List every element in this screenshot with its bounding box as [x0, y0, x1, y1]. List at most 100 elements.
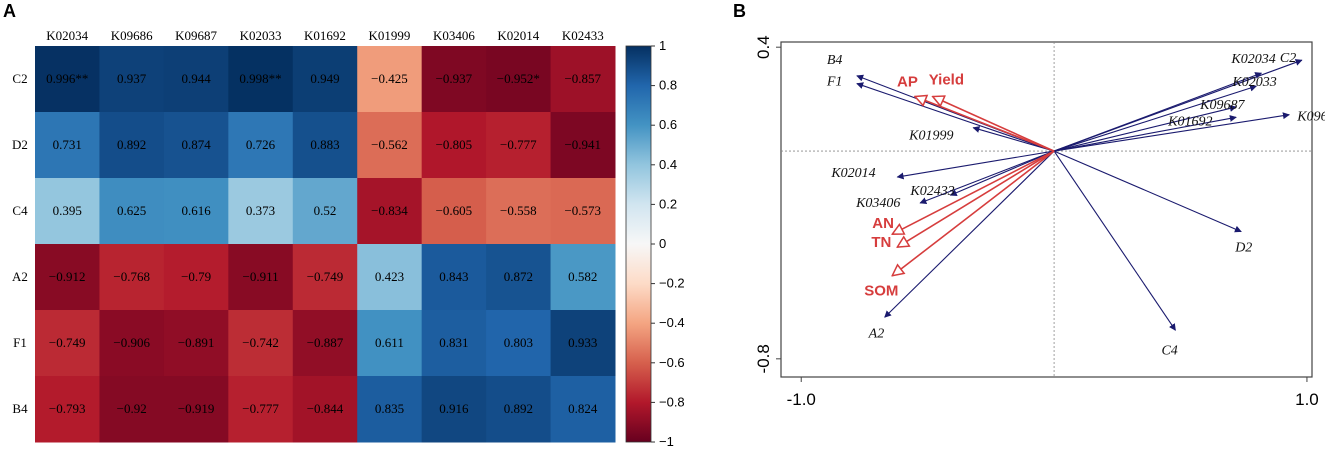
cell-value-label: −0.937 [436, 71, 473, 86]
env-arrow-yield [933, 97, 1055, 152]
cell-value-label: −0.573 [564, 203, 601, 218]
cell-value-label: −0.919 [178, 401, 215, 416]
column-label: K09686 [111, 28, 153, 43]
cell-value-label: −0.906 [113, 335, 150, 350]
arrow-k02034 [1053, 72, 1263, 152]
panel-label-a: A [3, 1, 16, 21]
cell-value-label: 0.933 [568, 335, 597, 350]
heatmap-cell [35, 310, 100, 377]
cell-value-label: 0.892 [117, 137, 146, 152]
heatmap-cell [421, 310, 487, 377]
colorbar-tick-label: 0.2 [659, 196, 677, 211]
biplot-label-k02014: K02014 [830, 166, 875, 181]
cell-value-label: 0.998** [239, 71, 281, 86]
cell-value-label: −0.425 [371, 71, 408, 86]
colorbar-tick-label: 0.8 [659, 78, 677, 93]
heatmap-cell [486, 310, 552, 377]
arrow-k09686 [1054, 112, 1290, 152]
cell-value-label: −0.562 [371, 137, 408, 152]
heatmap-cell [99, 112, 165, 179]
biplot-label-k01999: K01999 [908, 129, 953, 144]
biplot-label-k01692: K01692 [1167, 114, 1212, 129]
heatmap-cell [163, 244, 229, 311]
column-label: K03406 [433, 28, 475, 43]
heatmap-cell [486, 112, 552, 179]
colorbar-tick-label: 0 [659, 236, 666, 251]
cell-value-label: −0.749 [49, 335, 86, 350]
cell-value-label: 0.611 [375, 335, 404, 350]
heatmap-cell [163, 178, 229, 245]
biplot-label-k03406: K03406 [855, 196, 900, 211]
heatmap-cell [421, 46, 487, 113]
row-label: B4 [12, 401, 28, 416]
heatmap-cell [99, 310, 165, 377]
y-axis-tick-label: 0.4 [754, 35, 773, 59]
biplot-label-k02034: K02034 [1230, 52, 1275, 67]
heatmap-panel: 0.996** 0.937 0.944 0.998** 0.949 −0.425 −0.93… [12, 28, 616, 443]
heatmap-cell [292, 178, 358, 245]
biplot-label-d2: D2 [1234, 241, 1252, 256]
arrow-k01692 [1053, 115, 1237, 152]
heatmap-cell [486, 376, 552, 443]
heatmap-cell [357, 310, 423, 377]
cell-value-label: 0.892 [504, 401, 533, 416]
biplot-label-k02433: K02433 [909, 184, 954, 199]
heatmap-cell [163, 46, 229, 113]
heatmap-cell [228, 310, 294, 377]
arrow-c4 [1053, 150, 1176, 331]
colorbar-tick-label: 1 [659, 38, 666, 53]
heatmap-cell [35, 46, 100, 113]
heatmap-cell [292, 310, 358, 377]
cell-value-label: −0.79 [181, 269, 211, 284]
cell-value-label: −0.742 [242, 335, 279, 350]
heatmap-cell [228, 244, 294, 311]
row-label: C4 [12, 203, 28, 218]
x-axis-tick-label: -1.0 [787, 390, 816, 409]
heatmap-cell [292, 112, 358, 179]
heatmap-cell [357, 46, 423, 113]
heatmap-cell [550, 244, 616, 311]
arrow-k02433 [949, 150, 1055, 196]
cell-value-label: −0.887 [307, 335, 344, 350]
heatmap-cell [292, 376, 358, 443]
heatmap-cell [163, 310, 229, 377]
biplot-label-a2: A2 [868, 326, 885, 341]
cell-value-label: −0.912 [49, 269, 86, 284]
row-label: D2 [12, 137, 28, 152]
biplot-label-k02033: K02033 [1231, 75, 1276, 90]
colorbar-tick-label: −0.4 [659, 315, 685, 330]
arrow-f1 [856, 82, 1055, 152]
heatmap-cell [421, 376, 487, 443]
cell-value-label: 0.937 [117, 71, 147, 86]
colorbar-tick-label: 0.6 [659, 117, 677, 132]
biplot-label-f1: F1 [826, 75, 843, 90]
cell-value-label: 0.843 [439, 269, 468, 284]
y-axis-tick-label: -0.8 [754, 344, 773, 373]
panel-label-b: B [733, 1, 746, 21]
heatmap-cell [99, 46, 165, 113]
heatmap-cell [486, 244, 552, 311]
cell-value-label: 0.824 [568, 401, 598, 416]
column-label: K02014 [497, 28, 539, 43]
cell-value-label: −0.911 [243, 269, 279, 284]
column-label: K01999 [368, 28, 410, 43]
column-label: K02033 [240, 28, 282, 43]
cell-value-label: −0.777 [500, 137, 537, 152]
cell-value-label: 0.872 [504, 269, 533, 284]
env-label-tn: TN [871, 234, 891, 251]
biplot-label-k09687: K09687 [1199, 98, 1245, 113]
env-label-an: AN [872, 215, 894, 232]
cell-value-label: 0.996** [46, 71, 88, 86]
cell-value-label: 0.423 [375, 269, 404, 284]
heatmap-cell [357, 244, 423, 311]
arrow-d2 [1053, 150, 1242, 233]
colorbar: 1 0.8 0.6 0.4 0.2 0 −0.2 −0.4 −0.6 −0.8 −1 [625, 38, 685, 449]
heatmap-cell [421, 244, 487, 311]
x-axis-tick-label: 1.0 [1295, 390, 1319, 409]
cell-value-label: 0.831 [439, 335, 468, 350]
colorbar-tick-label: −0.8 [659, 394, 685, 409]
biplot-label-k09686: K09686 [1296, 110, 1325, 125]
heatmap-cell [35, 178, 100, 245]
row-label: C2 [12, 71, 27, 86]
